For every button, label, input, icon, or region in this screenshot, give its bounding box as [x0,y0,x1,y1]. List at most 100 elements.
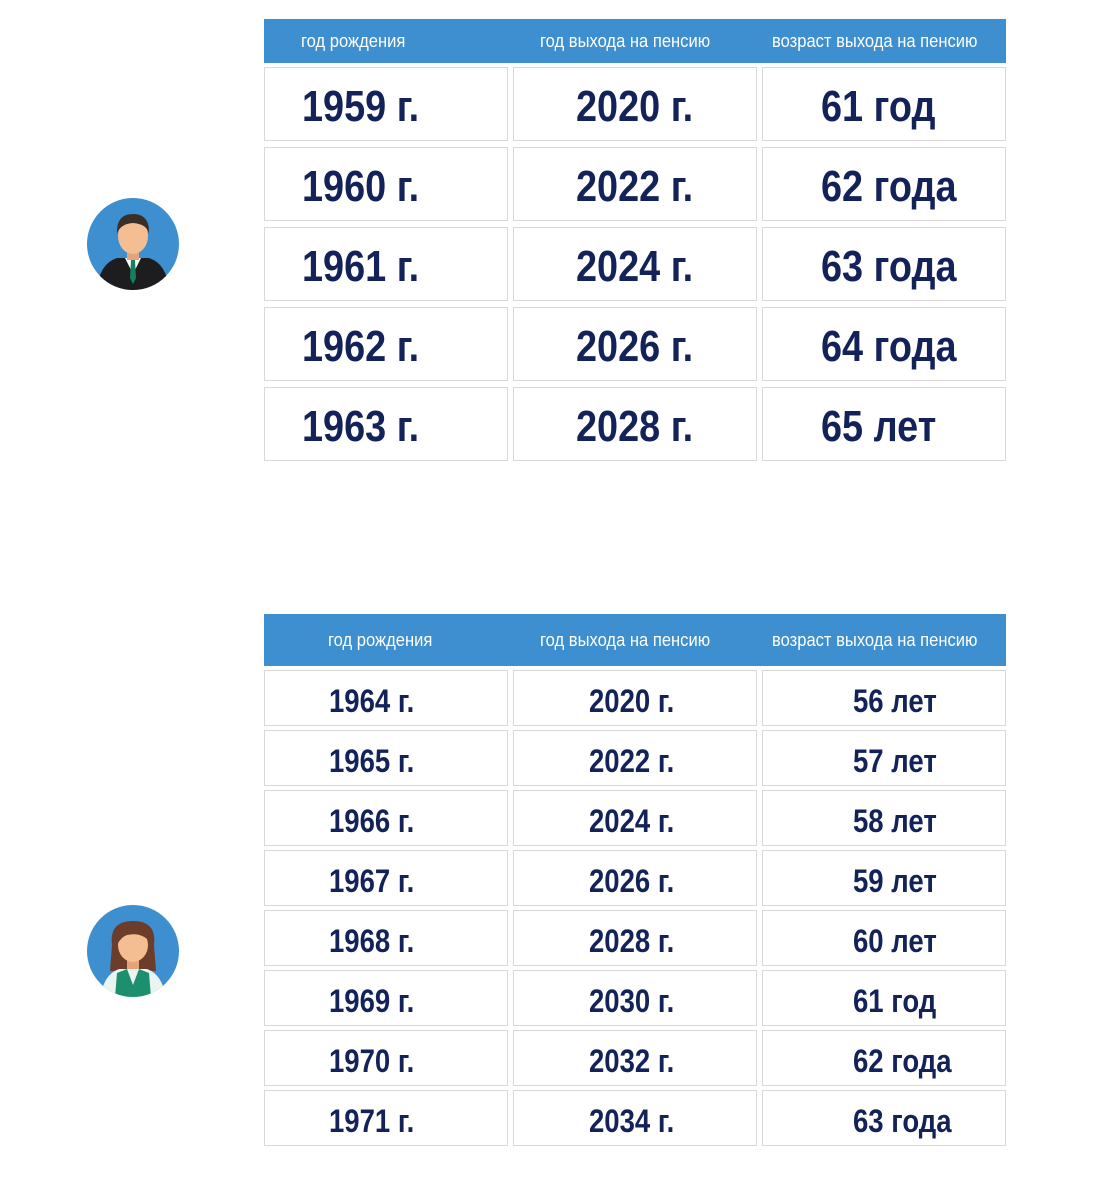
retirement-year-cell-text: 2032 г. [589,1043,675,1079]
retirement-year-cell-text: 2030 г. [589,983,675,1019]
birth-year-cell: 1961 г. [264,227,508,301]
retirement-year-cell: 2034 г. [513,1090,757,1146]
retirement-year-cell-text: 2026 г. [576,322,694,371]
birth-year-cell: 1970 г. [264,1030,508,1086]
header-retirement-age: возраст выхода на пенсию [772,630,978,650]
table-row: 1966 г. 2024 г. 58 лет [264,790,1006,850]
retirement-year-cell-text: 2026 г. [589,863,675,899]
men-table-header: год рождения год выхода на пенсию возрас… [264,19,1006,63]
birth-year-cell: 1962 г. [264,307,508,381]
header-retirement-year: год выхода на пенсию [540,630,711,650]
birth-year-cell-text: 1966 г. [329,803,415,839]
birth-year-cell: 1967 г. [264,850,508,906]
retirement-age-cell: 63 года [762,1090,1006,1146]
birth-year-cell: 1971 г. [264,1090,508,1146]
table-row: 1967 г. 2026 г. 59 лет [264,850,1006,910]
retirement-year-cell-text: 2024 г. [576,242,694,291]
man-avatar-icon [87,198,179,290]
header-retirement-year: год выхода на пенсию [540,31,711,51]
retirement-year-cell-text: 2020 г. [589,683,675,719]
women-table-header: год рождения год выхода на пенсию возрас… [264,614,1006,666]
retirement-year-cell-text: 2022 г. [576,162,694,211]
birth-year-cell-text: 1959 г. [302,82,420,131]
birth-year-cell-text: 1968 г. [329,923,415,959]
birth-year-cell-text: 1971 г. [329,1103,415,1139]
retirement-age-cell: 60 лет [762,910,1006,966]
retirement-age-cell-text: 58 лет [853,803,937,839]
retirement-year-cell-text: 2028 г. [589,923,675,959]
retirement-year-cell: 2026 г. [513,850,757,906]
retirement-age-cell: 57 лет [762,730,1006,786]
retirement-age-cell-text: 60 лет [853,923,937,959]
retirement-age-cell: 61 год [762,67,1006,141]
retirement-year-cell-text: 2024 г. [589,803,675,839]
header-birth-year: год рождения [301,31,406,51]
women-retirement-table: год рождения год выхода на пенсию возрас… [264,614,1006,1150]
retirement-year-cell: 2022 г. [513,730,757,786]
birth-year-cell: 1963 г. [264,387,508,461]
table-row: 1965 г. 2022 г. 57 лет [264,730,1006,790]
table-row: 1968 г. 2028 г. 60 лет [264,910,1006,970]
retirement-age-cell-text: 63 года [821,242,957,291]
men-retirement-table: год рождения год выхода на пенсию возрас… [264,19,1006,467]
birth-year-cell-text: 1965 г. [329,743,415,779]
retirement-age-cell-text: 65 лет [821,402,937,451]
birth-year-cell-text: 1960 г. [302,162,420,211]
birth-year-cell: 1964 г. [264,670,508,726]
retirement-age-cell: 64 года [762,307,1006,381]
header-retirement-age: возраст выхода на пенсию [772,31,978,51]
table-row: 1960 г. 2022 г. 62 года [264,147,1006,227]
header-birth-year: год рождения [328,630,433,650]
retirement-year-cell: 2030 г. [513,970,757,1026]
table-row: 1964 г. 2020 г. 56 лет [264,670,1006,730]
retirement-age-cell-text: 63 года [853,1103,952,1139]
birth-year-cell: 1969 г. [264,970,508,1026]
birth-year-cell-text: 1961 г. [302,242,420,291]
retirement-year-cell: 2028 г. [513,387,757,461]
birth-year-cell: 1968 г. [264,910,508,966]
retirement-age-cell-text: 56 лет [853,683,937,719]
table-row: 1971 г. 2034 г. 63 года [264,1090,1006,1150]
table-row: 1959 г. 2020 г. 61 год [264,67,1006,147]
retirement-age-cell: 65 лет [762,387,1006,461]
retirement-age-cell-text: 64 года [821,322,957,371]
table-row: 1963 г. 2028 г. 65 лет [264,387,1006,467]
birth-year-cell: 1966 г. [264,790,508,846]
retirement-year-cell: 2022 г. [513,147,757,221]
birth-year-cell-text: 1970 г. [329,1043,415,1079]
retirement-year-cell: 2028 г. [513,910,757,966]
birth-year-cell: 1965 г. [264,730,508,786]
retirement-age-cell: 62 года [762,147,1006,221]
birth-year-cell: 1959 г. [264,67,508,141]
retirement-year-cell: 2024 г. [513,790,757,846]
retirement-age-cell: 56 лет [762,670,1006,726]
retirement-age-cell-text: 59 лет [853,863,937,899]
woman-avatar-icon [87,905,179,997]
retirement-year-cell: 2020 г. [513,670,757,726]
retirement-year-cell: 2020 г. [513,67,757,141]
retirement-age-cell: 59 лет [762,850,1006,906]
retirement-year-cell-text: 2020 г. [576,82,694,131]
birth-year-cell-text: 1963 г. [302,402,420,451]
birth-year-cell-text: 1967 г. [329,863,415,899]
retirement-year-cell: 2024 г. [513,227,757,301]
retirement-year-cell: 2026 г. [513,307,757,381]
retirement-age-cell-text: 62 года [821,162,957,211]
retirement-age-cell: 63 года [762,227,1006,301]
retirement-year-cell: 2032 г. [513,1030,757,1086]
birth-year-cell-text: 1969 г. [329,983,415,1019]
table-row: 1970 г. 2032 г. 62 года [264,1030,1006,1090]
retirement-year-cell-text: 2028 г. [576,402,694,451]
birth-year-cell-text: 1964 г. [329,683,415,719]
retirement-age-cell: 58 лет [762,790,1006,846]
retirement-age-cell-text: 62 года [853,1043,952,1079]
birth-year-cell-text: 1962 г. [302,322,420,371]
table-row: 1962 г. 2026 г. 64 года [264,307,1006,387]
retirement-age-cell-text: 57 лет [853,743,937,779]
retirement-age-cell: 61 год [762,970,1006,1026]
retirement-age-cell-text: 61 год [853,983,937,1019]
birth-year-cell: 1960 г. [264,147,508,221]
retirement-age-cell: 62 года [762,1030,1006,1086]
retirement-year-cell-text: 2034 г. [589,1103,675,1139]
retirement-year-cell-text: 2022 г. [589,743,675,779]
